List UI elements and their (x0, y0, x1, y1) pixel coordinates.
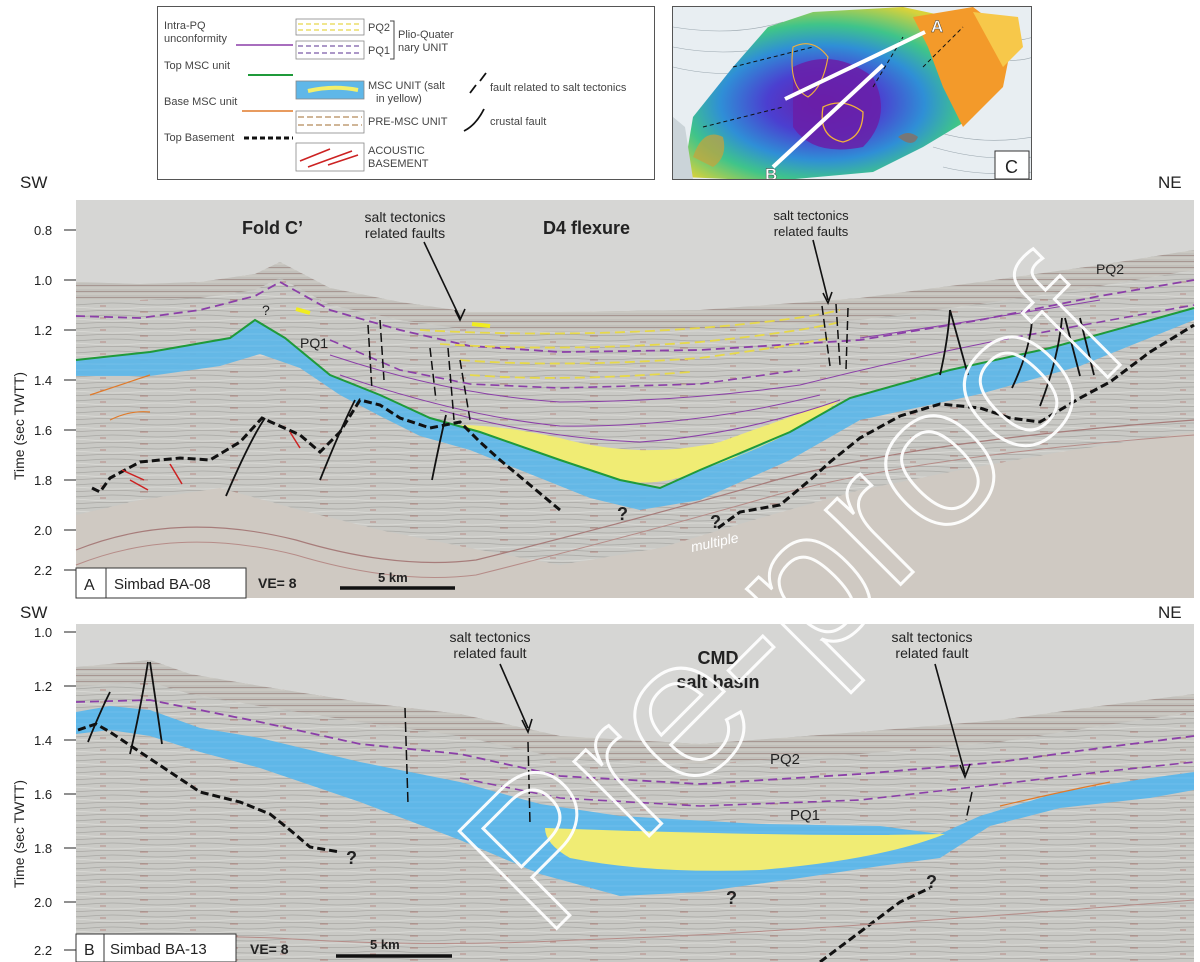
legend-premsc-label: PRE-MSC UNIT (368, 116, 448, 128)
legend-salt-fault-label: fault related to salt tectonics (490, 82, 627, 94)
section-a-sw: SW (20, 173, 47, 192)
section-a-panel-letter: A (84, 577, 95, 594)
section-b-ve: VE= 8 (250, 941, 289, 957)
section-b-line-name: Simbad BA-13 (110, 941, 207, 958)
section-b-tick: 1.4 (34, 733, 52, 748)
section-a-question-2: ? (617, 504, 628, 524)
legend-plio-label-1: Plio-Quater (398, 29, 454, 41)
section-b-tick: 1.2 (34, 679, 52, 694)
section-b-ne: NE (1158, 603, 1182, 622)
section-b-salt-fault-1a: salt tectonics (450, 629, 531, 645)
location-map: A B C (672, 6, 1032, 180)
section-b-panel-letter: B (84, 942, 95, 959)
section-a-line-name: Simbad BA-08 (114, 576, 211, 593)
section-b-question-1: ? (346, 848, 357, 868)
legend-intra-pq-label-1: Intra-PQ (164, 20, 206, 32)
legend-graphic: Intra-PQ unconformity Top MSC unit Base … (164, 18, 627, 172)
section-b-question-2: ? (726, 888, 737, 908)
legend-crustal-fault-label: crustal fault (490, 116, 546, 128)
section-b-tick: 1.6 (34, 787, 52, 802)
section-b-basin-label-2: salt basin (676, 672, 759, 692)
section-a-tick: 1.0 (34, 273, 52, 288)
section-a-tick: 2.2 (34, 563, 52, 578)
section-a-salt-faults-2b: related faults (774, 224, 849, 239)
legend-msc-swatch (295, 80, 365, 100)
seismic-section-b: SW NE Time (sec TWTT) 1.0 1.2 1.4 1.6 1.… (11, 603, 1195, 962)
section-b-sw: SW (20, 603, 47, 622)
legend-acoustic-label-1: ACOUSTIC (368, 145, 425, 157)
map-line-a-label: A (931, 17, 943, 36)
section-a-axis-label: Time (sec TWTT) (11, 372, 27, 480)
legend: Intra-PQ unconformity Top MSC unit Base … (157, 6, 655, 180)
section-a-scale-label: 5 km (378, 570, 408, 585)
section-b-pq1-label: PQ1 (790, 807, 820, 824)
section-a-tick: 1.6 (34, 423, 52, 438)
legend-msc-label-1: MSC UNIT (salt (368, 80, 445, 92)
section-a-flexure-label: D4 flexure (543, 218, 630, 238)
legend-crustal-fault-symbol (463, 108, 485, 132)
map-line-b-label: B (765, 165, 777, 180)
map-line-b (771, 63, 885, 169)
map-graphic: A B C (673, 7, 1031, 180)
section-b-scale-label: 5 km (370, 937, 400, 952)
legend-pq1-label: PQ1 (368, 45, 390, 57)
section-b-tick: 2.2 (34, 943, 52, 958)
section-a-fold-label: Fold C’ (242, 218, 303, 238)
section-b-basin-label-1: CMD (698, 648, 739, 668)
seismic-section-a: SW NE Time (sec TWTT) 0.8 1.0 1.2 1.4 1.… (11, 173, 1195, 599)
section-b-pq2-label: PQ2 (770, 751, 800, 768)
legend-pq1-swatch (295, 40, 365, 60)
section-b-tick: 1.0 (34, 625, 52, 640)
map-panel-letter-box (994, 150, 1030, 179)
section-a-tick: 0.8 (34, 223, 52, 238)
section-a-ne: NE (1158, 173, 1182, 192)
section-a-salt-faults-1a: salt tectonics (365, 209, 446, 225)
section-b-salt-fault-1b: related fault (453, 645, 526, 661)
legend-acoustic-label-2: BASEMENT (368, 158, 429, 170)
section-b-salt-fault-2b: related fault (895, 645, 968, 661)
legend-pq2-label: PQ2 (368, 22, 390, 34)
legend-pq2-swatch (295, 18, 365, 36)
section-a-tick: 1.2 (34, 323, 52, 338)
section-b-question-3: ? (926, 872, 937, 892)
section-a-tick: 1.4 (34, 373, 52, 388)
legend-plio-label-2: nary UNIT (398, 42, 448, 54)
section-b-tick: 1.8 (34, 841, 52, 856)
section-a-question-1: ? (262, 302, 270, 318)
section-a-salt-faults-2a: salt tectonics (773, 208, 849, 223)
map-panel-letter: C (1005, 157, 1018, 177)
section-a-tick: 2.0 (34, 523, 52, 538)
legend-base-msc-label: Base MSC unit (164, 96, 237, 108)
legend-top-msc-label: Top MSC unit (164, 60, 230, 72)
legend-salt-fault-symbol (469, 72, 487, 94)
section-a-pq1-label: PQ1 (300, 335, 328, 351)
map-line-a (784, 30, 926, 101)
section-a-pq2-label: PQ2 (1096, 261, 1124, 277)
legend-top-basement-label: Top Basement (164, 132, 234, 144)
section-b-axis-label: Time (sec TWTT) (11, 780, 27, 888)
legend-premsc-swatch (295, 110, 365, 134)
legend-msc-label-2: in yellow) (376, 93, 422, 105)
section-a-question-3: ? (710, 512, 721, 532)
section-a-tick: 1.8 (34, 473, 52, 488)
section-a-salt-faults-1b: related faults (365, 225, 445, 241)
section-a-ve: VE= 8 (258, 575, 297, 591)
section-b-tick: 2.0 (34, 895, 52, 910)
legend-intra-pq-label-2: unconformity (164, 33, 227, 45)
section-b-salt-fault-2a: salt tectonics (892, 629, 973, 645)
